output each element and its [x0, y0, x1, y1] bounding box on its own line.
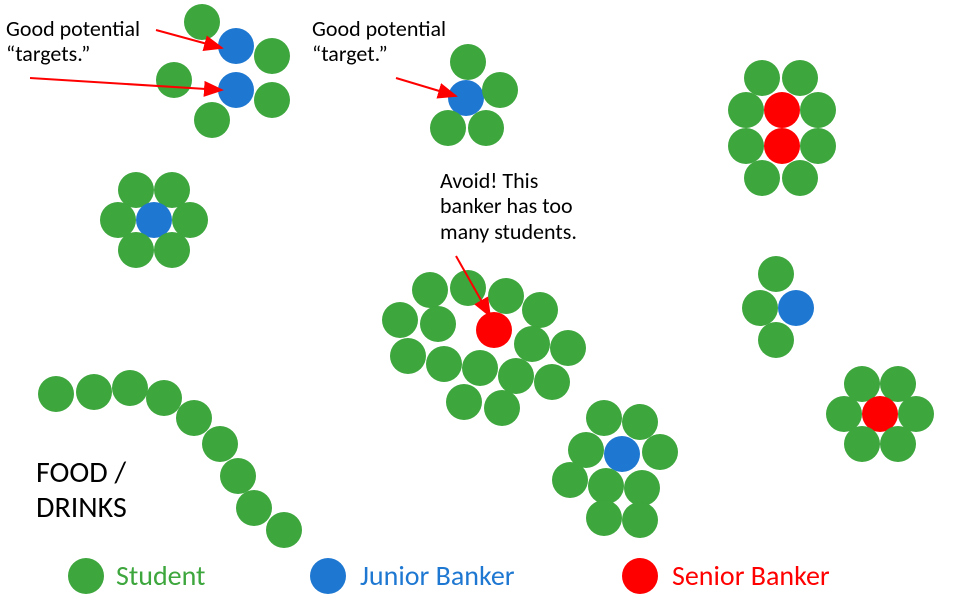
cluster-center-big-dot-0-student	[412, 272, 448, 308]
food-line-dot-8-student	[266, 512, 302, 548]
food-line-dot-7-student	[236, 490, 272, 526]
cluster-right-mid-dot-3-student	[758, 322, 794, 358]
diagram-stage: Good potential “targets.” Good potential …	[0, 0, 954, 612]
cluster-right-flower-dot-5-student	[844, 426, 880, 462]
legend-junior-dot	[310, 558, 346, 594]
cluster-center-big-dot-1-student	[450, 270, 486, 306]
cluster-top-right-dot-1-student	[782, 60, 818, 96]
cluster-bottom-mid-dot-6-student	[588, 468, 624, 504]
food-line-dot-0-student	[38, 376, 74, 412]
cluster-top-left-dot-2-student	[254, 38, 290, 74]
legend-senior-dot	[622, 558, 658, 594]
arrow-right-single	[396, 78, 456, 96]
legend-student-dot	[68, 558, 104, 594]
cluster-center-big-dot-4-student	[382, 302, 418, 338]
food-line-dot-5-student	[202, 426, 238, 462]
cluster-top-left-dot-4-junior	[218, 72, 254, 108]
cluster-top-left-dot-6-student	[194, 102, 230, 138]
legend-senior-label: Senior Banker	[672, 558, 830, 593]
cluster-top-right-dot-2-student	[728, 92, 764, 128]
cluster-top-right-dot-4-student	[800, 92, 836, 128]
cluster-top-mid-dot-4-student	[468, 110, 504, 146]
cluster-center-big-dot-13-student	[534, 364, 570, 400]
cluster-top-right-dot-6-senior	[764, 128, 800, 164]
anno-avoid: Avoid! This banker has too many students…	[440, 168, 577, 244]
food-line-dot-1-student	[76, 374, 112, 410]
cluster-bottom-mid-dot-7-student	[624, 470, 660, 506]
cluster-center-big-dot-3-student	[522, 292, 558, 328]
cluster-bottom-mid-dot-3-junior	[604, 436, 640, 472]
cluster-center-big-dot-5-student	[420, 306, 456, 342]
cluster-center-big-dot-14-student	[446, 384, 482, 420]
cluster-right-mid-dot-0-student	[758, 256, 794, 292]
cluster-left-flower-dot-6-student	[154, 232, 190, 268]
cluster-center-big-dot-6-senior	[476, 312, 512, 348]
cluster-top-mid-dot-3-student	[430, 110, 466, 146]
cluster-top-left-dot-0-student	[184, 4, 220, 40]
cluster-top-left-dot-5-student	[254, 82, 290, 118]
cluster-bottom-mid-dot-5-student	[552, 462, 588, 498]
cluster-right-mid-dot-1-student	[742, 290, 778, 326]
cluster-left-flower-dot-5-student	[118, 232, 154, 268]
cluster-bottom-mid-dot-8-student	[586, 500, 622, 536]
cluster-center-big-dot-8-student	[550, 330, 586, 366]
cluster-top-right-dot-9-student	[782, 160, 818, 196]
cluster-center-big-dot-7-student	[514, 326, 550, 362]
anno-good-target-right: Good potential “target.”	[312, 16, 446, 67]
cluster-right-mid-dot-2-junior	[778, 290, 814, 326]
food-line-dot-6-student	[220, 458, 256, 494]
cluster-bottom-mid-dot-0-student	[586, 400, 622, 436]
legend-student-label: Student	[116, 558, 205, 593]
food-drinks: FOOD / DRINKS	[36, 456, 127, 525]
cluster-top-right-dot-0-student	[744, 60, 780, 96]
cluster-center-big-dot-10-student	[426, 346, 462, 382]
cluster-top-right-dot-8-student	[744, 160, 780, 196]
cluster-top-mid-dot-2-student	[482, 72, 518, 108]
legend-junior-label: Junior Banker	[360, 558, 515, 593]
cluster-top-left-dot-1-junior	[218, 28, 254, 64]
arrow-left-bottom	[30, 78, 222, 90]
cluster-top-mid-dot-0-student	[450, 44, 486, 80]
cluster-right-flower-dot-6-student	[880, 426, 916, 462]
cluster-center-big-dot-15-student	[484, 390, 520, 426]
anno-good-targets-left: Good potential “targets.”	[6, 16, 140, 67]
cluster-center-big-dot-12-student	[498, 358, 534, 394]
cluster-bottom-mid-dot-9-student	[622, 502, 658, 538]
cluster-top-right-dot-5-student	[728, 128, 764, 164]
cluster-center-big-dot-9-student	[390, 338, 426, 374]
cluster-top-right-dot-7-student	[800, 128, 836, 164]
food-line-dot-2-student	[112, 370, 148, 406]
cluster-center-big-dot-2-student	[488, 278, 524, 314]
cluster-center-big-dot-11-student	[462, 350, 498, 386]
cluster-top-right-dot-3-senior	[764, 92, 800, 128]
cluster-bottom-mid-dot-4-student	[642, 434, 678, 470]
cluster-top-left-dot-3-student	[156, 62, 192, 98]
